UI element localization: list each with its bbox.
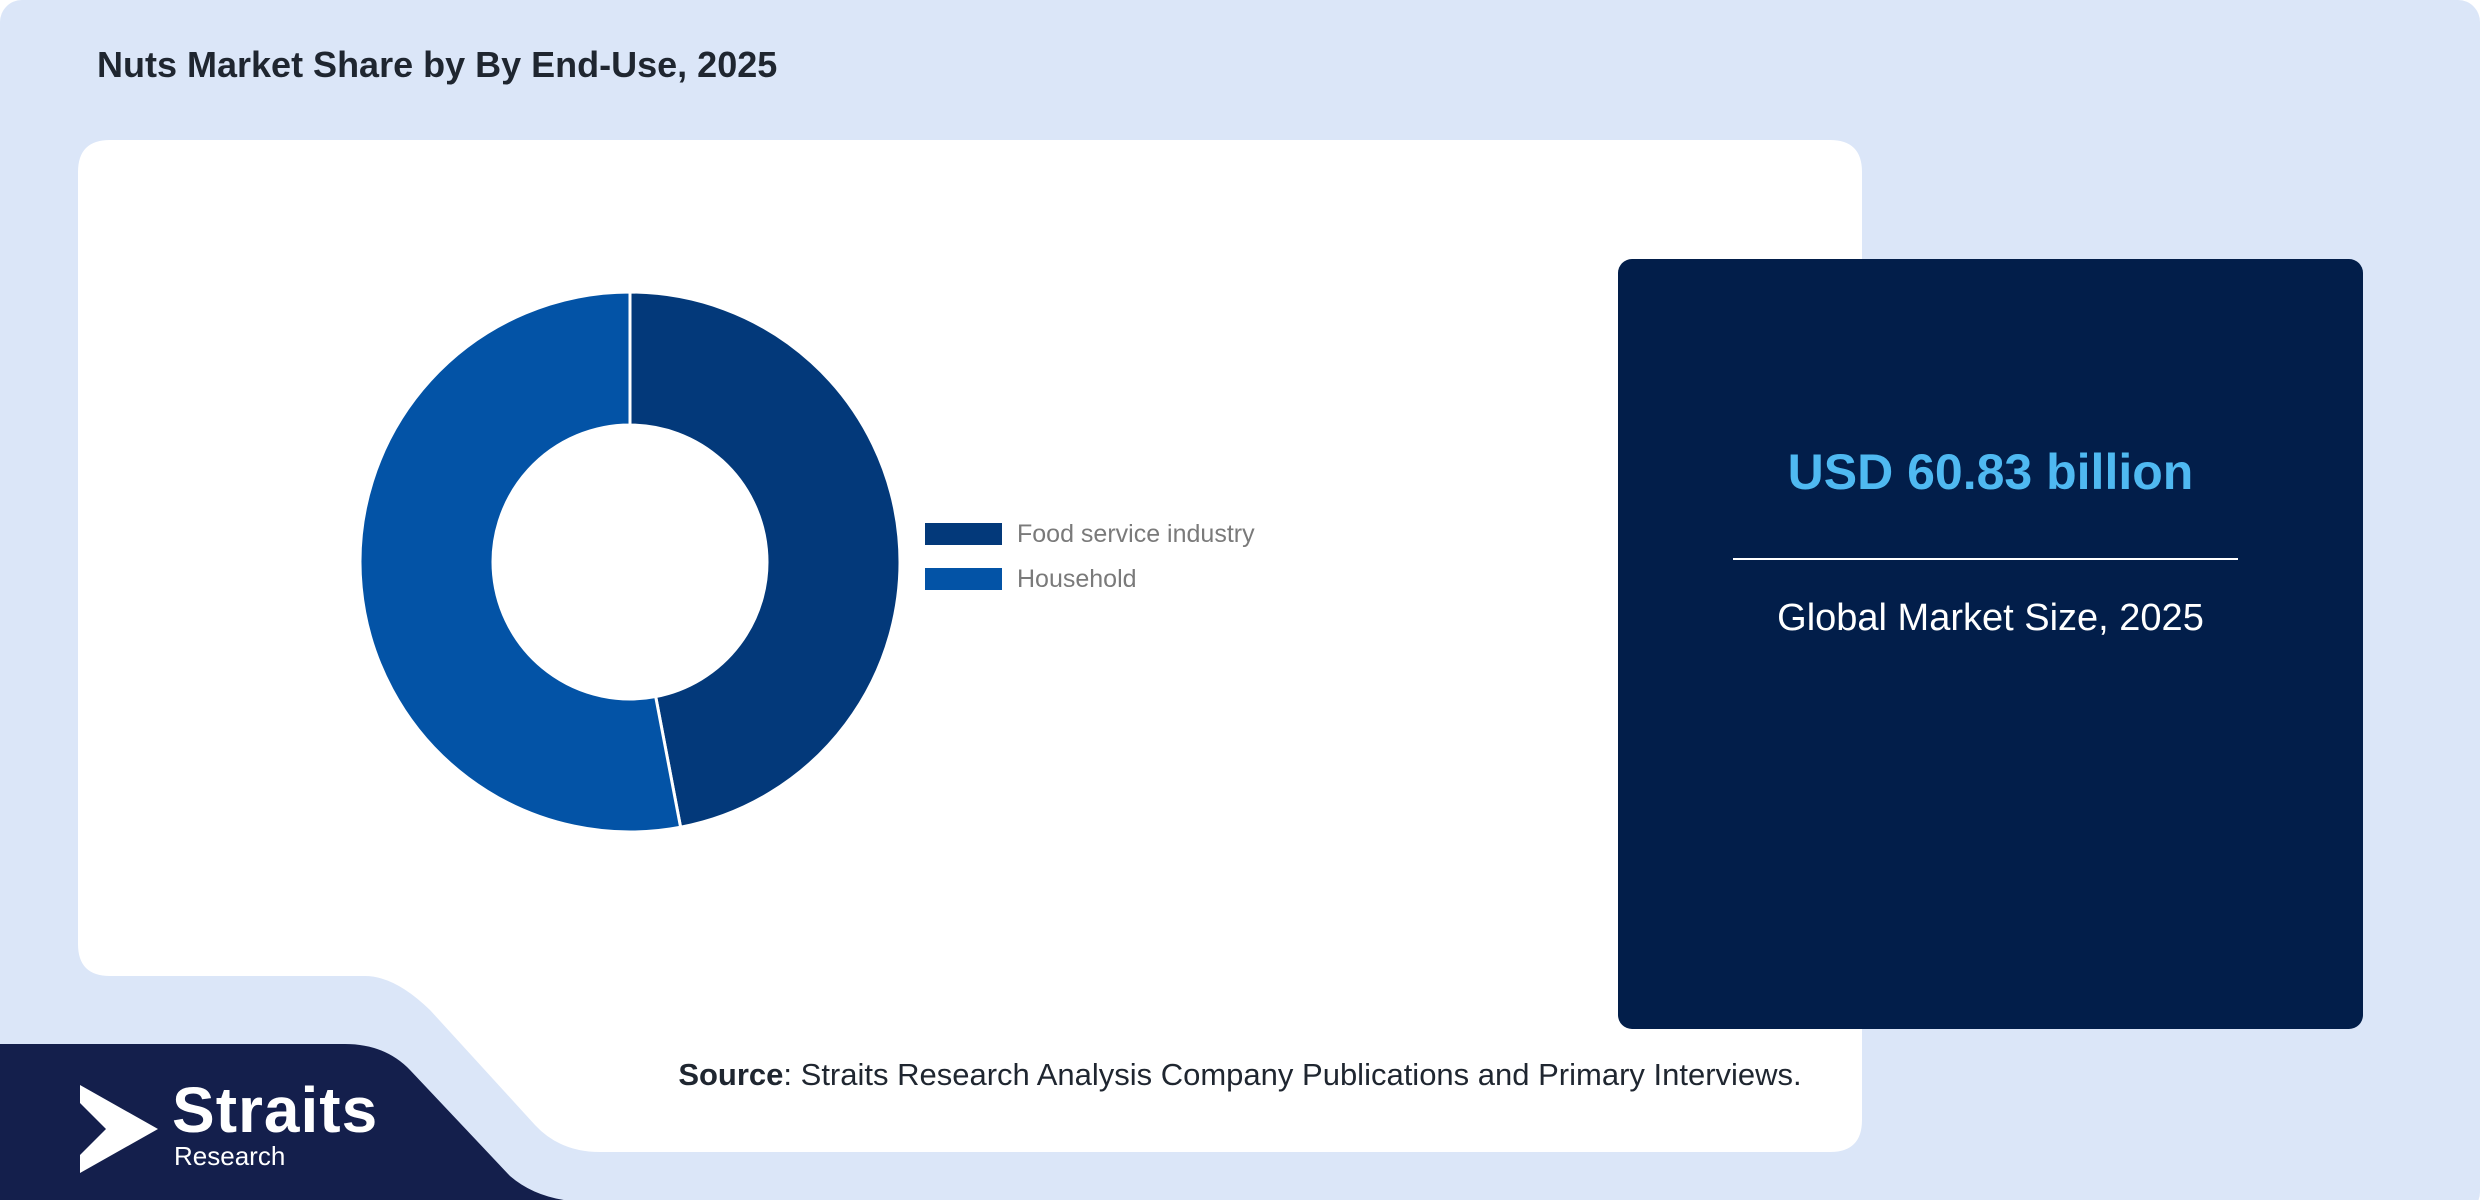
- legend-item-household: Household: [925, 565, 1255, 593]
- logo-wordmark: Straits: [172, 1074, 379, 1146]
- legend-swatch-food-service: [925, 523, 1002, 545]
- chart-legend: Food service industry Household: [925, 520, 1255, 610]
- market-size-card: USD 60.83 billion Global Market Size, 20…: [1618, 259, 2363, 1029]
- source-label: Source: [678, 1057, 784, 1092]
- page-title: Nuts Market Share by By End-Use, 2025: [97, 44, 778, 85]
- legend-swatch-household: [925, 568, 1002, 590]
- donut-slice-food-service: [628, 290, 902, 829]
- legend-label-household: Household: [1017, 564, 1137, 593]
- footer-band: [0, 1044, 565, 1200]
- legend-item-food-service: Food service industry: [925, 520, 1255, 548]
- donut-slice-household: [358, 290, 683, 834]
- card-divider: [1733, 558, 2238, 560]
- source-text: : Straits Research Analysis Company Publ…: [783, 1057, 1802, 1092]
- straits-research-logo: Straits Research: [80, 1074, 377, 1178]
- donut-chart: [358, 290, 902, 834]
- legend-label-food-service: Food service industry: [1017, 519, 1255, 548]
- market-size-value: USD 60.83 billion: [1787, 444, 2194, 500]
- logo-arrow-icon: [80, 1085, 158, 1173]
- logo-subtitle: Research: [174, 1141, 286, 1171]
- source-note: Source: Straits Research Analysis Compan…: [0, 1057, 2480, 1093]
- market-size-label: Global Market Size, 2025: [1777, 597, 2204, 639]
